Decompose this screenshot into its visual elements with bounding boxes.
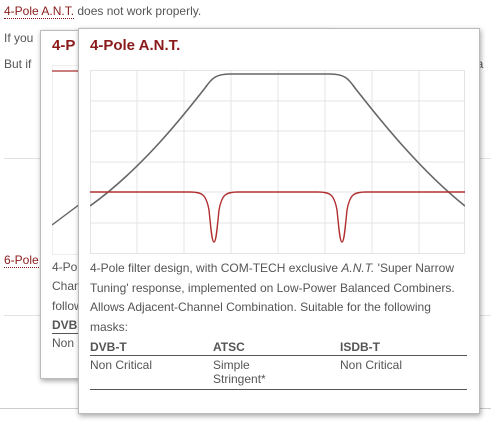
table-header: DVB-T — [90, 338, 213, 356]
text: 4-Pole filter design, with COM-TECH excl… — [90, 261, 342, 275]
link[interactable]: 6-Pole — [4, 253, 39, 268]
table-header: DVB — [52, 318, 78, 332]
table-cell: Non — [52, 336, 75, 350]
chart-image — [90, 70, 465, 254]
table-cell: Simple Stringent* — [213, 355, 340, 390]
text: 'Super Narrow Tuning' response, implemen… — [90, 261, 455, 334]
text: But if — [4, 57, 32, 71]
table-cell: Non Critical — [340, 355, 467, 390]
link[interactable]: 4-Pole A.N.T. — [4, 4, 75, 19]
text: Simple Stringent* — [213, 358, 266, 386]
tooltip-title: 4-Pole A.N.T. — [90, 37, 181, 54]
text: does not work properly. — [77, 4, 202, 18]
tooltip: 4-Pole A.N.T. 4-Pole filter design, with… — [78, 28, 480, 414]
tooltip-title: 4-P — [52, 37, 76, 54]
table-header: ISDB-T — [340, 338, 467, 356]
table-header: ATSC — [213, 338, 340, 356]
mask-table: DVB-T ATSC ISDB-T Non Critical Simple Strin… — [90, 338, 467, 390]
tooltip-description: 4-Pole filter design, with COM-TECH excl… — [90, 259, 470, 337]
text-line: 4-Pole A.N.T. does not work properly. — [4, 4, 202, 19]
text: If you — [4, 31, 34, 45]
text: Chan — [52, 279, 81, 293]
text: A.N.T. — [341, 261, 375, 275]
text: follow — [52, 299, 83, 313]
table-cell: Non Critical — [90, 355, 213, 390]
